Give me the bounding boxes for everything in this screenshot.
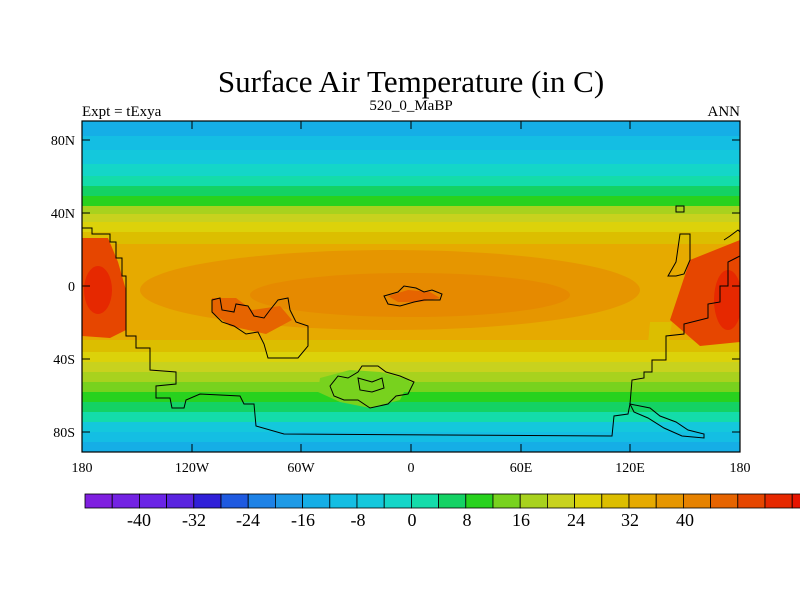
colorbar-swatch [791, 493, 800, 509]
lon-tick-label: 60E [510, 461, 533, 476]
colorbar-swatch [329, 493, 358, 509]
lon-tick-label: 120W [175, 461, 210, 476]
colorbar-swatch [410, 493, 439, 509]
lat-tick-label: 80N [51, 134, 75, 149]
season-label: ANN [708, 104, 741, 120]
colorbar-swatch [84, 493, 113, 509]
colorbar-swatch [655, 493, 684, 509]
colorbar-swatch [111, 493, 140, 509]
colorbar-swatch [683, 493, 712, 509]
colorbar-swatch [302, 493, 331, 509]
lon-tick-label: 120E [615, 461, 645, 476]
colorbar-swatch [574, 493, 603, 509]
lat-tick-label: 40S [53, 353, 75, 368]
period-label: 520_0_MaBP [369, 98, 452, 114]
lat-tick-label: 40N [51, 207, 75, 222]
temperature-field [82, 121, 740, 452]
colorbar-label: -24 [236, 510, 260, 530]
lon-tick-label: 180 [72, 461, 93, 476]
colorbar-swatch [166, 493, 195, 509]
colorbar-swatch [519, 493, 548, 509]
colorbar-label: 8 [463, 510, 472, 530]
colorbar-label: -40 [127, 510, 151, 530]
experiment-label: Expt = tExya [82, 104, 162, 120]
colorbar-swatch [356, 493, 385, 509]
colorbar-swatch [710, 493, 739, 509]
colorbar-label: 40 [676, 510, 694, 530]
coastlines [82, 205, 740, 439]
colorbar-swatch [220, 493, 249, 509]
colorbar-swatch [138, 493, 167, 509]
colorbar-swatch [274, 493, 303, 509]
colorbar-label: -32 [182, 510, 206, 530]
colorbar-swatch [465, 493, 494, 509]
colorbar-label: 24 [567, 510, 585, 530]
lon-tick-label: 0 [408, 461, 415, 476]
colorbar-swatch [247, 493, 276, 509]
longitude-axis [81, 121, 741, 452]
colorbar-swatch [737, 493, 766, 509]
colorbar-swatch [383, 493, 412, 509]
colorbar-label: -16 [291, 510, 315, 530]
colorbar-swatch [193, 493, 222, 509]
colorbar-swatch [628, 493, 657, 509]
colorbar-label: -8 [351, 510, 366, 530]
colorbar-label: 0 [408, 510, 417, 530]
colorbar-label: 16 [512, 510, 530, 530]
colorbar-swatch [547, 493, 576, 509]
colorbar [84, 493, 800, 509]
colorbar-swatch [601, 493, 630, 509]
colorbar-label: 32 [621, 510, 639, 530]
colorbar-swatch [492, 493, 521, 509]
colorbar-swatch [438, 493, 467, 509]
latitude-axis [82, 139, 740, 433]
figure-title: Surface Air Temperature (in C) [218, 64, 604, 99]
lon-tick-label: 180 [730, 461, 751, 476]
lat-tick-label: 80S [53, 426, 75, 441]
lat-tick-label: 0 [68, 280, 75, 295]
lon-tick-label: 60W [287, 461, 315, 476]
colorbar-swatch [764, 493, 793, 509]
